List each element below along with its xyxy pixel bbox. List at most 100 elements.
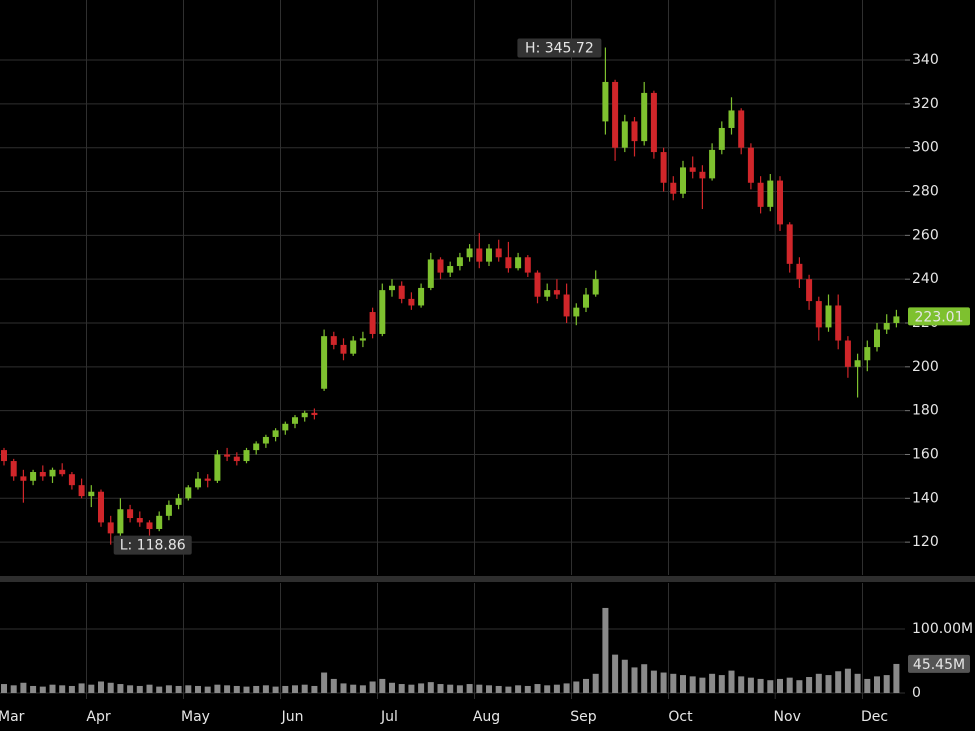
- candle-body: [680, 167, 686, 194]
- volume-bar: [718, 675, 725, 693]
- volume-tick-label: 100.00M: [912, 621, 973, 637]
- candle-body: [117, 509, 124, 534]
- high-label: H: 345.72: [525, 41, 594, 57]
- volume-bar: [204, 686, 211, 693]
- volume-bar: [330, 678, 337, 693]
- low-label-box: [113, 535, 192, 555]
- volume-bar: [883, 675, 890, 693]
- volume-bar: [127, 685, 134, 693]
- volume-bar: [592, 673, 599, 693]
- candle-body: [835, 305, 842, 341]
- candle-body: [515, 257, 522, 269]
- last-volume-box: [908, 654, 970, 673]
- candle-body: [437, 259, 444, 273]
- volume-bar: [427, 682, 434, 693]
- volume-bar: [777, 678, 783, 693]
- volume-bar: [68, 685, 75, 693]
- volume-bar: [233, 685, 240, 693]
- volume-bar: [321, 672, 328, 693]
- candle-body: [874, 329, 880, 348]
- candle-body: [98, 491, 104, 523]
- volume-bar: [30, 685, 37, 693]
- candle-body: [689, 167, 696, 172]
- volume-bar: [563, 683, 570, 693]
- volume-bar: [505, 686, 512, 693]
- volume-bar: [573, 681, 580, 693]
- volume-bar: [612, 654, 619, 693]
- x-tick-label: Apr: [86, 709, 110, 725]
- x-tick-label: Sep: [570, 709, 597, 725]
- volume-bar: [156, 686, 163, 693]
- volume-bar: [272, 686, 279, 693]
- candle-body: [738, 110, 745, 148]
- volume-bar: [185, 685, 192, 693]
- candle-body: [670, 182, 677, 194]
- volume-bar: [495, 685, 502, 693]
- volume-bar: [583, 678, 589, 693]
- candle-body: [185, 487, 192, 499]
- x-tick-label: Nov: [774, 709, 801, 725]
- candle-body: [1, 450, 7, 462]
- candle-body: [728, 110, 735, 128]
- y-tick-label: 300: [912, 140, 939, 156]
- volume-bar: [311, 685, 318, 693]
- candle-body: [466, 248, 473, 258]
- volume-bar: [524, 685, 531, 693]
- candle-body: [20, 476, 27, 481]
- candle-body: [592, 279, 599, 295]
- candle-body: [524, 257, 531, 273]
- volume-bar: [165, 685, 172, 693]
- volume-bar: [456, 685, 463, 693]
- candle-body: [195, 478, 201, 488]
- candle-body: [621, 121, 628, 148]
- volume-bar: [20, 682, 27, 693]
- volume-bar: [602, 607, 609, 693]
- volume-bar: [408, 684, 415, 693]
- volume-bar: [689, 676, 696, 693]
- candle-body: [825, 305, 832, 328]
- candle-body: [253, 443, 260, 451]
- y-tick-label: 340: [912, 52, 939, 68]
- volume-bar: [243, 686, 250, 693]
- volume-bar: [175, 685, 182, 693]
- volume-bar: [447, 684, 454, 693]
- volume-bar: [534, 684, 541, 693]
- volume-bar: [553, 684, 560, 693]
- candle-body: [224, 454, 231, 457]
- volume-bar: [282, 685, 289, 693]
- volume-bar: [786, 677, 793, 693]
- candle-body: [59, 469, 66, 475]
- volume-bar: [874, 676, 880, 693]
- candle-body: [398, 285, 405, 299]
- volume-bar: [699, 677, 706, 693]
- candle-body: [747, 147, 754, 183]
- candle-body: [767, 180, 774, 207]
- candle-body: [282, 423, 289, 431]
- candle-body: [650, 92, 657, 153]
- volume-bar: [78, 683, 85, 693]
- volume-bar: [650, 670, 657, 693]
- candle-body: [204, 478, 211, 481]
- candle-body: [379, 290, 386, 334]
- candle-body: [78, 485, 85, 497]
- x-tick-label: May: [181, 709, 210, 725]
- volume-bar: [844, 668, 851, 693]
- volume-bar: [854, 673, 861, 693]
- volume-bar: [864, 678, 871, 693]
- labels: 1201401601802002202402602803003203400100…: [0, 38, 973, 725]
- volume-bar: [146, 684, 153, 693]
- candle-body: [389, 285, 395, 291]
- candle-body: [534, 272, 541, 297]
- volume-bar: [747, 677, 754, 693]
- candle-body: [330, 336, 337, 345]
- candle-body: [631, 121, 638, 142]
- candle-body: [709, 149, 716, 179]
- candle-body: [156, 515, 163, 529]
- volume-bar: [796, 680, 803, 693]
- volume-bar: [893, 663, 900, 693]
- volume-bar: [466, 684, 473, 693]
- volume-bar: [670, 673, 677, 693]
- candle-body: [563, 294, 570, 317]
- y-tick-label: 280: [912, 184, 939, 200]
